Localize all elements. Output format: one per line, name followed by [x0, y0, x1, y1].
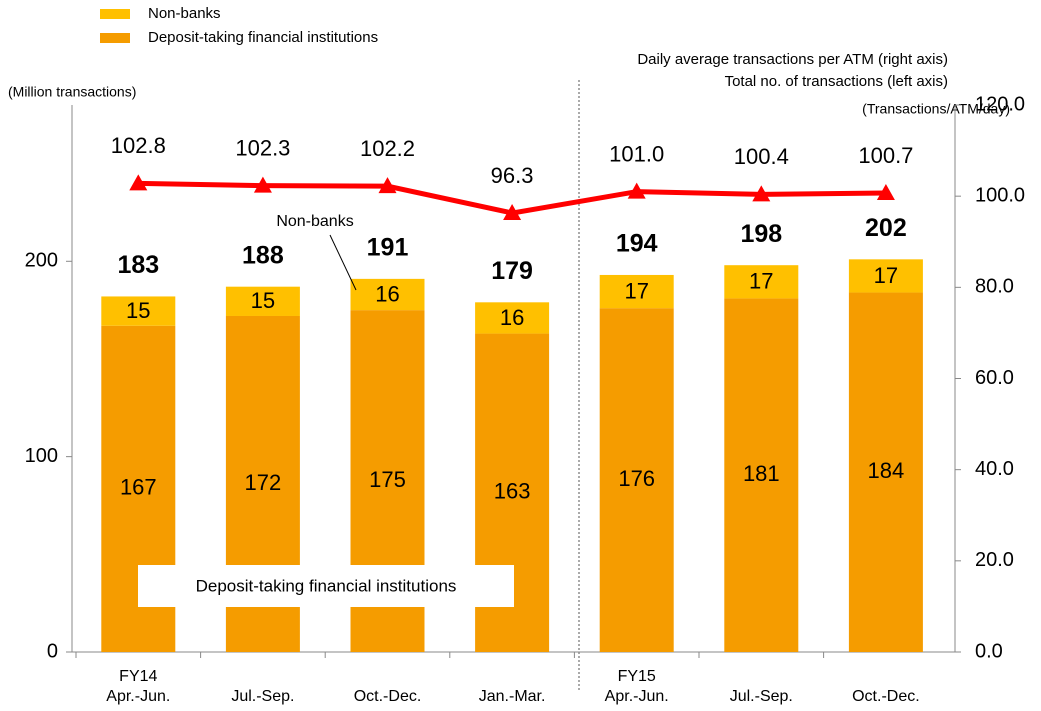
bar-segment [848, 292, 923, 652]
bar-value-label: 16 [375, 281, 399, 306]
y-tick-label: 200 [25, 250, 58, 272]
bar-value-label: 175 [369, 467, 406, 492]
y-tick-label: 0 [47, 640, 58, 662]
total-label: 198 [740, 220, 782, 248]
y2-tick-label: 60.0 [975, 367, 1014, 389]
total-label: 188 [242, 241, 284, 269]
bar-value-label: 15 [251, 288, 275, 313]
bar-value-label: 181 [743, 461, 780, 486]
legend-totals: Total no. of transactions (left axis) [725, 73, 948, 90]
line-value-label: 102.3 [235, 135, 290, 160]
x-tick-label: Oct.-Dec. [354, 688, 422, 705]
x-tick-label: Jul.-Sep. [730, 688, 793, 705]
annotation: Non-banks [276, 213, 353, 230]
annotation-box [138, 565, 514, 607]
x-tick-label: Apr.-Jun. [605, 688, 669, 705]
line-value-label: 100.7 [858, 143, 913, 168]
line-marker [752, 185, 771, 202]
y2-tick-label: 120.0 [975, 93, 1025, 115]
bar-value-label: 184 [868, 458, 905, 483]
bar-value-label: 163 [494, 479, 531, 504]
bar-segment [475, 302, 550, 334]
total-label: 183 [117, 251, 159, 279]
y2-tick-label: 20.0 [975, 549, 1014, 571]
line-value-label: 100.4 [734, 144, 789, 169]
line-marker [378, 177, 397, 194]
annotation: Deposit-taking financial institutions [196, 576, 457, 595]
line-value-label: 101.0 [609, 141, 664, 166]
y-axis-label: (Million transactions) [8, 84, 136, 100]
total-label: 202 [865, 214, 907, 242]
x-tick-label: Jan.-Mar. [479, 688, 546, 705]
legend-swatch [100, 33, 130, 43]
bar-value-label: 15 [126, 298, 150, 323]
line-value-label: 102.2 [360, 136, 415, 161]
bar-segment [101, 296, 176, 326]
y-tick-label: 100 [25, 445, 58, 467]
bar-value-label: 17 [624, 278, 648, 303]
bar-value-label: 17 [874, 263, 898, 288]
bar-value-label: 167 [120, 475, 157, 500]
y2-axis-label: (Transactions/ATM/day) [862, 101, 1010, 117]
x-group-label: FY14 [119, 668, 157, 685]
total-label: 194 [616, 230, 658, 258]
bar-segment [724, 265, 799, 299]
line-marker [503, 204, 522, 221]
y2-tick-label: 80.0 [975, 276, 1014, 298]
callout-line [329, 234, 357, 291]
bar-segment [599, 308, 674, 652]
bar-segment [350, 278, 425, 311]
legend-label: Deposit-taking financial institutions [148, 29, 378, 46]
y2-tick-label: 100.0 [975, 184, 1025, 206]
bar-segment [225, 286, 300, 316]
legend-line: Daily average transactions per ATM (righ… [637, 51, 948, 68]
bar-segment [599, 274, 674, 309]
line-value-label: 96.3 [491, 163, 534, 188]
line-value-label: 102.8 [111, 133, 166, 158]
x-tick-label: Oct.-Dec. [852, 688, 920, 705]
x-tick-label: Apr.-Jun. [106, 688, 170, 705]
y2-tick-label: 0.0 [975, 640, 1003, 662]
bar-value-label: 176 [618, 466, 655, 491]
bar-segment [848, 259, 923, 293]
line-marker [129, 174, 148, 191]
line-marker [627, 182, 646, 199]
line-marker [876, 183, 895, 200]
x-group-label: FY15 [618, 668, 656, 685]
x-tick-label: Jul.-Sep. [231, 688, 294, 705]
total-label: 179 [491, 257, 533, 285]
total-label: 191 [367, 233, 409, 261]
legend-swatch [100, 9, 130, 19]
y2-tick-label: 40.0 [975, 458, 1014, 480]
bar-value-label: 172 [245, 470, 282, 495]
bar-value-label: 17 [749, 269, 773, 294]
bar-segment [724, 298, 799, 652]
legend-label: Non-banks [148, 5, 221, 22]
line-marker [253, 176, 272, 193]
bar-value-label: 16 [500, 305, 524, 330]
